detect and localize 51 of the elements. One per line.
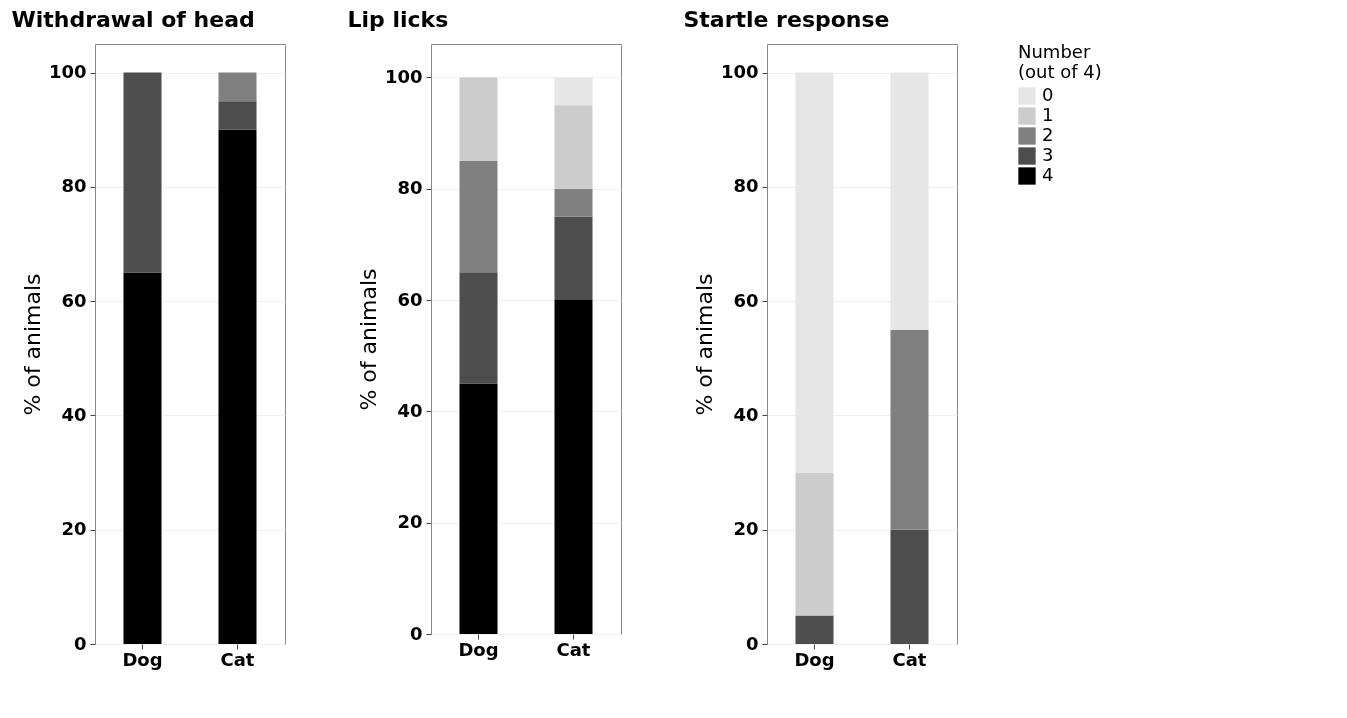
bar <box>554 188 593 217</box>
y-tick-label: 0 <box>73 632 87 654</box>
x-tick-label: Dog <box>794 648 835 670</box>
y-tick-label: 20 <box>733 518 759 540</box>
bar <box>123 272 162 644</box>
legend-label: 2 <box>1042 124 1054 145</box>
bar <box>218 72 257 102</box>
bar <box>890 329 929 530</box>
x-tick-label: Cat <box>556 638 591 660</box>
y-tick-label: 0 <box>745 632 759 654</box>
chart-title: Startle response <box>683 7 890 32</box>
x-tick-label: Dog <box>458 638 499 660</box>
y-tick-label: 100 <box>384 65 423 87</box>
y-tick-label: 40 <box>733 403 759 425</box>
y-tick-label: 20 <box>397 511 423 533</box>
legend-label: 0 <box>1042 84 1054 105</box>
chart-title: Withdrawal of head <box>11 7 255 32</box>
y-tick-label: 80 <box>61 175 87 197</box>
bar <box>459 77 498 161</box>
y-axis-title: % of animals <box>691 273 717 416</box>
y-axis-title: % of animals <box>355 268 381 411</box>
bar <box>123 72 162 273</box>
y-tick-label: 100 <box>720 61 759 83</box>
y-tick-label: 60 <box>61 289 87 311</box>
bar <box>459 272 498 384</box>
bar <box>459 383 498 634</box>
bar <box>218 129 257 644</box>
y-tick-label: 100 <box>48 61 87 83</box>
bar <box>554 216 593 301</box>
chart-title: Lip licks <box>347 7 449 32</box>
y-tick-label: 60 <box>733 289 759 311</box>
y-tick-label: 20 <box>61 518 87 540</box>
y-tick-label: 40 <box>61 403 87 425</box>
y-tick-label: 80 <box>733 175 759 197</box>
legend-title: Number (out of 4) <box>1018 41 1102 82</box>
y-axis-title: % of animals <box>19 273 45 416</box>
bar <box>795 472 834 616</box>
y-tick-label: 60 <box>397 288 423 310</box>
bar <box>554 300 593 634</box>
y-tick-label: 80 <box>397 177 423 199</box>
x-tick-label: Cat <box>892 648 927 670</box>
x-tick-label: Dog <box>122 648 163 670</box>
bar <box>554 105 593 189</box>
y-tick-label: 0 <box>409 622 423 644</box>
legend-label: 3 <box>1042 144 1054 165</box>
legend-label: 4 <box>1042 164 1054 185</box>
legend-label: 1 <box>1042 104 1054 125</box>
bar <box>459 160 498 273</box>
bar <box>218 101 257 130</box>
x-tick-label: Cat <box>220 648 255 670</box>
y-tick-label: 40 <box>397 399 423 421</box>
